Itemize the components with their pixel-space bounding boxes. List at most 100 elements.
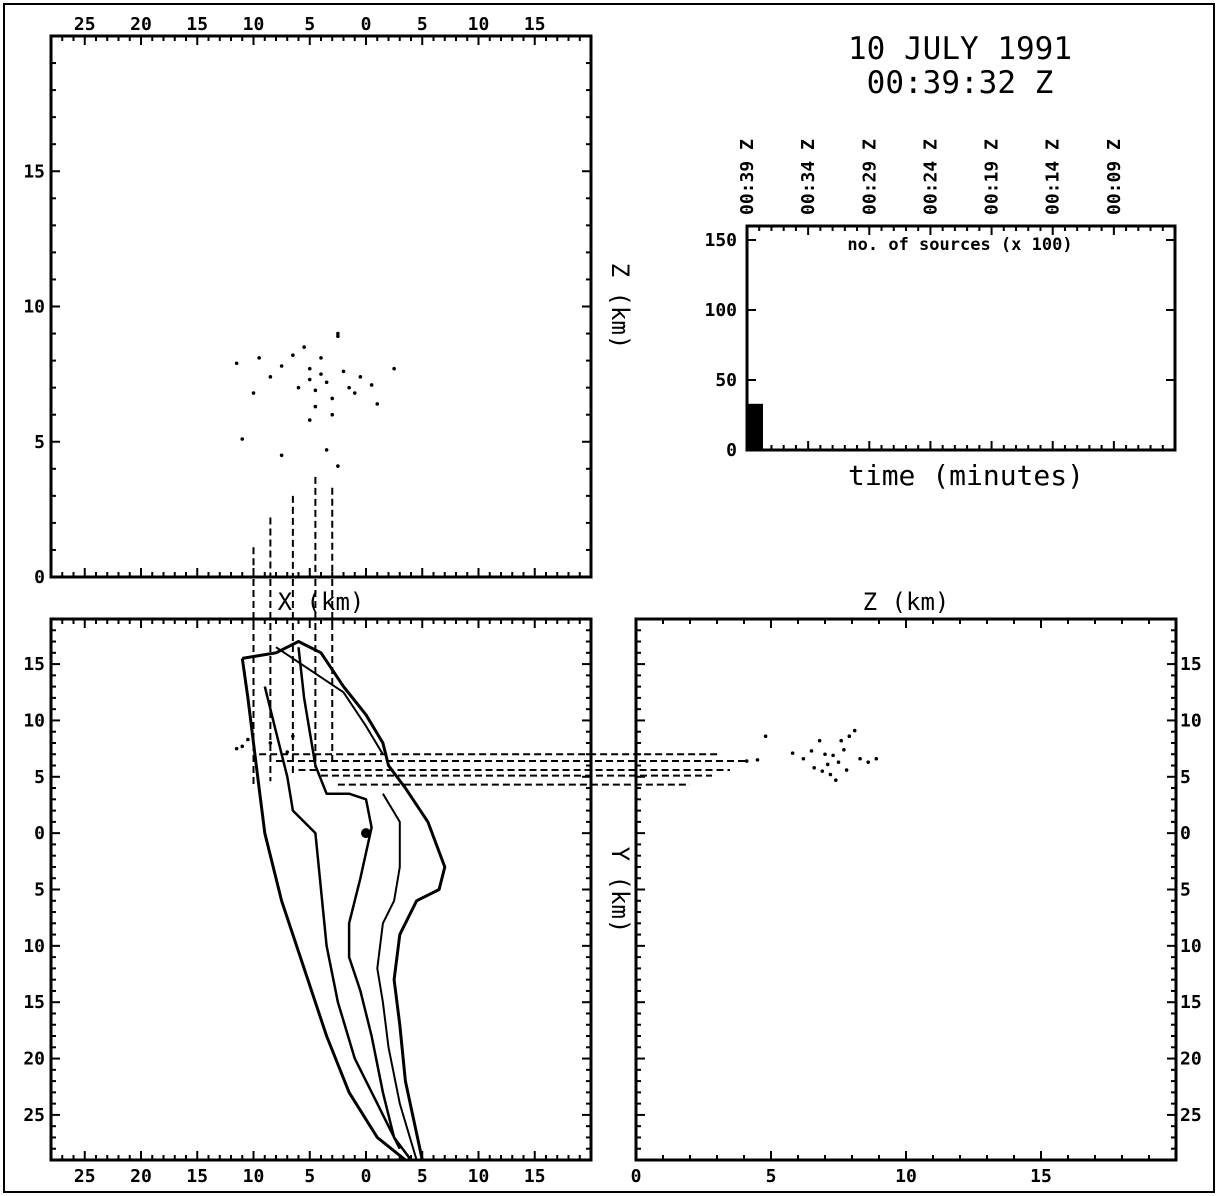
xz-source-point <box>336 464 340 468</box>
xz-source-point <box>330 396 335 401</box>
xz-source-point <box>336 331 340 336</box>
histogram-bar <box>747 403 763 450</box>
xz-y-tick-label: 15 <box>23 161 45 182</box>
zy-y-tick-label: 10 <box>1180 710 1202 731</box>
xz-source-point <box>313 388 318 393</box>
xz-source-point <box>341 369 346 374</box>
zy-x-tick-label: 15 <box>1030 1166 1052 1187</box>
zy-source-point <box>755 758 760 762</box>
xy-x-tick-label: 10 <box>468 1166 490 1187</box>
xy-x-tick-label: 10 <box>243 1166 265 1187</box>
xz-x-tick-label: 10 <box>468 14 490 35</box>
xy-y-tick-label: 10 <box>23 936 45 957</box>
barrier-island <box>376 793 418 1161</box>
zy-source-point <box>809 749 814 753</box>
zy-source-point <box>825 762 830 767</box>
xz-y-axis-title: Z (km) <box>606 263 634 350</box>
histogram-frame <box>745 224 1177 452</box>
xz-source-point <box>375 402 380 406</box>
zy-source-point <box>834 778 838 782</box>
xz-source-point <box>324 448 329 452</box>
xz-y-tick-label: 5 <box>34 432 45 453</box>
xy-source-point <box>291 734 295 739</box>
xz-y-tick-label: 10 <box>23 297 45 318</box>
xz-x-tick-label: 10 <box>243 14 265 35</box>
river-channel <box>263 686 401 1150</box>
time-title: 00:39:32 Z <box>867 65 1054 101</box>
zy-source-point <box>831 753 835 758</box>
tick-marks <box>50 35 1177 1161</box>
zy-source-point <box>858 756 862 761</box>
xy-y-tick-label: 5 <box>34 767 45 788</box>
xy-x-tick-label: 15 <box>186 1166 208 1187</box>
xz-source-point <box>330 412 335 417</box>
xz-source-point <box>324 380 329 385</box>
xz-source-point <box>240 437 245 441</box>
lagoon-shore <box>297 647 412 1161</box>
xz-source-point <box>336 334 340 339</box>
xz-source-point <box>319 356 323 360</box>
xz-source-point <box>369 383 374 387</box>
xz-source-point <box>307 377 312 382</box>
xz-source-point <box>358 375 363 379</box>
xz-source-point <box>352 391 357 395</box>
zy-source-point <box>790 751 795 755</box>
xz-source-point <box>257 356 261 360</box>
histogram-y-tick-label: 0 <box>726 440 737 461</box>
xz-source-point <box>347 385 351 390</box>
zy-source-point <box>828 772 833 777</box>
zy-source-point <box>801 756 806 761</box>
zy-source-point <box>847 734 852 739</box>
xy-source-point <box>234 746 239 751</box>
xz-x-tick-label: 5 <box>304 14 315 35</box>
zy-y-tick-label: 15 <box>1180 992 1202 1013</box>
xy-y-axis-title: Y (km) <box>606 847 634 934</box>
xy-y-tick-label: 20 <box>23 1049 45 1070</box>
histogram-y-tick-label: 150 <box>704 230 737 251</box>
zy-source-point <box>866 760 870 764</box>
xy-x-tick-label: 5 <box>304 1166 315 1187</box>
xz-source-point <box>296 385 301 390</box>
zy-x-axis-title: Z (km) <box>863 588 950 616</box>
xz-source-point <box>268 375 273 379</box>
date-title: 10 JULY 1991 <box>848 31 1072 67</box>
xz-source-point <box>319 372 323 376</box>
xy-y-tick-label: 15 <box>23 654 45 675</box>
xz-x-tick-label: 15 <box>524 14 546 35</box>
xy-x-tick-label: 20 <box>130 1166 152 1187</box>
zy-y-tick-label: 5 <box>1180 767 1191 788</box>
histogram-time-label: 00:24 Z <box>920 139 941 215</box>
zy-source-point <box>812 765 816 770</box>
xy-y-tick-label: 10 <box>23 710 45 731</box>
xy-x-tick-label: 15 <box>524 1166 546 1187</box>
xz-x-tick-label: 0 <box>361 14 372 35</box>
coastline-outer <box>242 640 447 1161</box>
xz-source-point <box>279 453 284 458</box>
xz-source-point <box>307 366 312 371</box>
xy-y-tick-label: 25 <box>23 1105 45 1126</box>
zy-x-tick-label: 0 <box>631 1166 642 1187</box>
xz-source-point <box>302 345 306 349</box>
histogram-time-label: 00:14 Z <box>1043 139 1064 215</box>
xy-y-tick-label: 0 <box>34 823 45 844</box>
zy-panel-frame <box>634 617 1178 1162</box>
zy-y-tick-label: 20 <box>1180 1049 1202 1070</box>
xy-source-point <box>246 737 250 742</box>
xz-source-point <box>291 353 295 357</box>
page-border <box>3 3 1215 1193</box>
histogram-time-label: 00:39 Z <box>737 139 758 215</box>
histogram-x-axis-title: time (minutes) <box>848 459 1084 492</box>
xy-x-tick-label: 25 <box>74 1166 96 1187</box>
histogram-time-label: 00:34 Z <box>798 139 819 215</box>
xz-panel-frame <box>49 34 593 579</box>
zy-source-point <box>763 734 768 739</box>
zy-x-tick-label: 5 <box>766 1166 777 1187</box>
xz-x-tick-label: 15 <box>186 14 208 35</box>
xz-x-tick-label: 5 <box>417 14 428 35</box>
zy-source-point <box>823 752 827 757</box>
histogram-time-label: 00:29 Z <box>859 139 880 215</box>
xz-source-point <box>313 404 318 409</box>
zy-y-tick-label: 0 <box>1180 823 1191 844</box>
